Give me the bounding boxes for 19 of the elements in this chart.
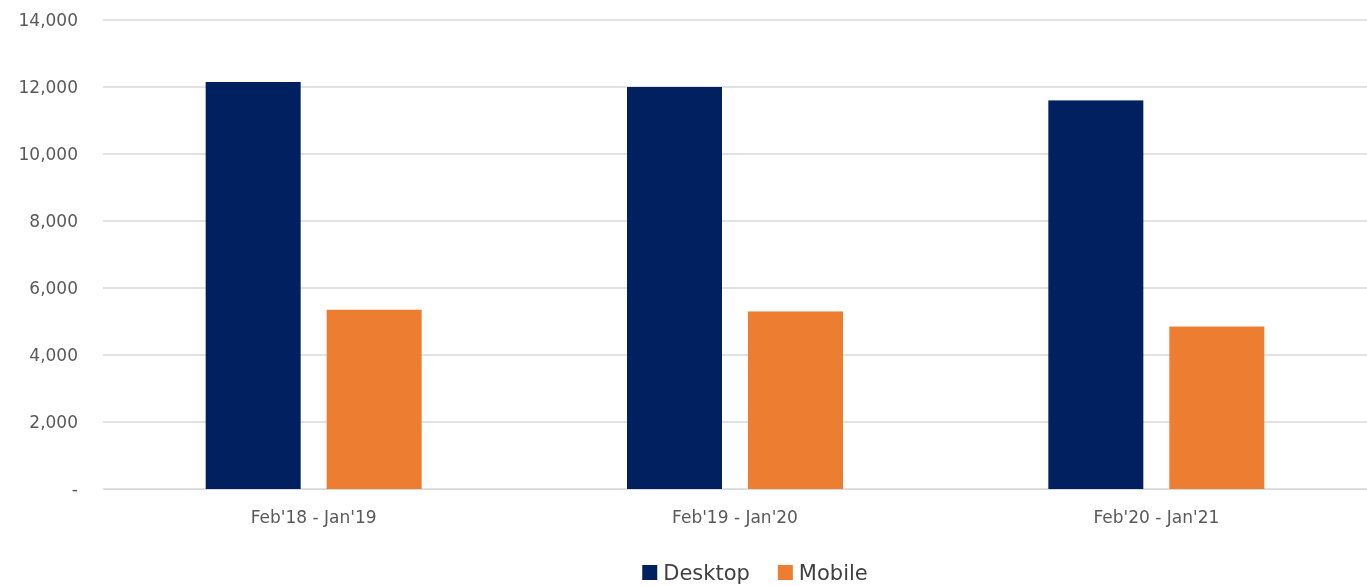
- bar: [1048, 100, 1144, 489]
- bar: [748, 311, 843, 489]
- y-tick-label: 12,000: [18, 76, 78, 97]
- y-tick-label: 14,000: [18, 9, 78, 30]
- bar: [205, 81, 301, 489]
- x-tick-label: Feb'18 - Jan'19: [250, 507, 377, 528]
- x-tick-label: Feb'20 - Jan'21: [1093, 507, 1220, 528]
- y-tick-label: 8,000: [29, 210, 78, 231]
- y-tick-label: 6,000: [29, 277, 78, 298]
- x-tick-label: Feb'19 - Jan'20: [672, 507, 798, 528]
- y-tick-label: 2,000: [29, 411, 78, 432]
- bar: [1169, 326, 1265, 489]
- legend-label: Mobile: [798, 561, 868, 585]
- y-tick-label: 4,000: [29, 344, 78, 365]
- bar: [326, 309, 422, 489]
- legend-label: Desktop: [663, 561, 750, 585]
- y-tick-label: 10,000: [18, 143, 78, 164]
- bar: [627, 87, 722, 489]
- y-tick-label: -: [71, 478, 78, 499]
